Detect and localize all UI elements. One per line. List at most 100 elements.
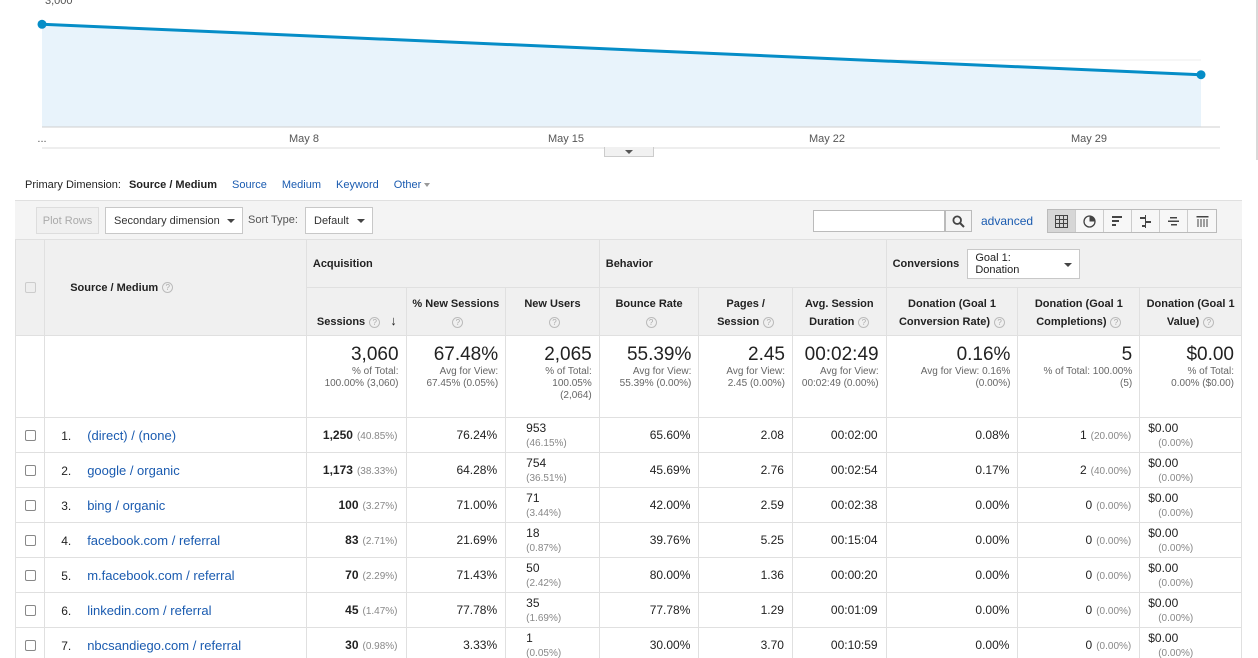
col-sessions[interactable]: Sessions? ↓ bbox=[306, 288, 406, 336]
totals-cell: 0.16% Avg for View: 0.16% (0.00%) bbox=[886, 336, 1018, 418]
row-value: $0.00 (0.00%) bbox=[1140, 453, 1242, 488]
help-icon[interactable]: ? bbox=[1110, 317, 1121, 328]
row-completions: 0 (0.00%) bbox=[1018, 628, 1140, 658]
row-index: 1. bbox=[45, 429, 87, 443]
help-icon[interactable]: ? bbox=[549, 317, 560, 328]
row-index: 3. bbox=[45, 499, 87, 513]
value-pct: (0.00%) bbox=[1148, 578, 1193, 589]
total-value: 2.45 bbox=[703, 344, 785, 366]
caret-down-icon bbox=[227, 219, 235, 223]
completions-value: 0 bbox=[1086, 533, 1093, 547]
row-dimension-link[interactable]: linkedin.com / referral bbox=[87, 603, 211, 618]
completions-pct: (0.00%) bbox=[1096, 571, 1131, 582]
view-table-button[interactable] bbox=[1048, 210, 1076, 232]
dimension-header-label: Source / Medium bbox=[70, 282, 158, 294]
row-checkbox[interactable] bbox=[25, 500, 36, 511]
completions-value: 1 bbox=[1080, 428, 1087, 442]
value-amount: $0.00 bbox=[1148, 526, 1188, 540]
row-dimension-link[interactable]: facebook.com / referral bbox=[87, 533, 220, 548]
sessions-pct: (1.47%) bbox=[363, 606, 398, 617]
row-pages-session: 2.59 bbox=[699, 488, 793, 523]
row-dimension-link[interactable]: google / organic bbox=[87, 463, 180, 478]
view-term-cloud-button[interactable] bbox=[1160, 210, 1188, 232]
table-row: 6. linkedin.com / referral 45 (1.47%) 77.78%… bbox=[16, 593, 1242, 628]
select-all-cell bbox=[16, 240, 45, 336]
search-button[interactable] bbox=[945, 210, 972, 232]
row-dimension-link[interactable]: bing / organic bbox=[87, 498, 165, 513]
row-dimension-link[interactable]: (direct) / (none) bbox=[87, 428, 176, 443]
value-pct: (0.00%) bbox=[1148, 438, 1193, 449]
search-icon bbox=[952, 215, 965, 228]
primary-dimension-keyword-link[interactable]: Keyword bbox=[336, 179, 379, 191]
table-search-input[interactable] bbox=[813, 210, 945, 232]
row-new-users: 50(2.42%) bbox=[506, 558, 600, 593]
col-avg-session-duration[interactable]: Avg. Session Duration? bbox=[792, 288, 886, 336]
row-select-cell bbox=[16, 418, 45, 453]
row-checkbox[interactable] bbox=[25, 605, 36, 616]
row-dimension-cell: 1. (direct) / (none) bbox=[45, 418, 307, 453]
primary-dimension-other-dropdown[interactable]: Other bbox=[394, 179, 431, 191]
total-sub-1: % of Total: bbox=[1144, 366, 1234, 378]
help-icon[interactable]: ? bbox=[763, 317, 774, 328]
view-performance-button[interactable] bbox=[1104, 210, 1132, 232]
new-users-pct: (1.69%) bbox=[526, 613, 561, 624]
value-pct: (0.00%) bbox=[1148, 508, 1193, 519]
row-avg-duration: 00:15:04 bbox=[792, 523, 886, 558]
totals-cell: 67.48% Avg for View: 67.45% (0.05%) bbox=[406, 336, 506, 418]
col-completions[interactable]: Donation (Goal 1 Completions)? bbox=[1018, 288, 1140, 336]
help-icon[interactable]: ? bbox=[1203, 317, 1214, 328]
goal-selector-dropdown[interactable]: Goal 1: Donation bbox=[967, 249, 1080, 279]
col-label-2: Value) bbox=[1167, 316, 1199, 328]
col-pages-session[interactable]: Pages / Session? bbox=[699, 288, 793, 336]
view-pivot-button[interactable] bbox=[1188, 210, 1216, 232]
row-completions: 0 (0.00%) bbox=[1018, 523, 1140, 558]
totals-cell: 2,065% of Total: 100.05% (2,064) bbox=[506, 336, 600, 418]
col-new-users[interactable]: New Users? bbox=[506, 288, 600, 336]
row-completions: 0 (0.00%) bbox=[1018, 488, 1140, 523]
advanced-filter-link[interactable]: advanced bbox=[981, 214, 1033, 228]
row-pages-session: 2.08 bbox=[699, 418, 793, 453]
secondary-dimension-dropdown[interactable]: Secondary dimension bbox=[105, 207, 243, 234]
help-icon[interactable]: ? bbox=[452, 317, 463, 328]
completions-pct: (40.00%) bbox=[1091, 466, 1132, 477]
row-dimension-link[interactable]: nbcsandiego.com / referral bbox=[87, 638, 241, 653]
table-row: 3. bing / organic 100 (3.27%) 71.00% 71(3.44%… bbox=[16, 488, 1242, 523]
primary-dimension-medium-link[interactable]: Medium bbox=[282, 179, 321, 191]
plot-rows-button[interactable]: Plot Rows bbox=[36, 207, 99, 234]
row-checkbox[interactable] bbox=[25, 640, 36, 651]
col-value[interactable]: Donation (Goal 1 Value)? bbox=[1140, 288, 1242, 336]
select-all-checkbox[interactable] bbox=[25, 282, 36, 293]
help-icon[interactable]: ? bbox=[369, 317, 380, 328]
view-comparison-button[interactable] bbox=[1132, 210, 1160, 232]
chart-collapse-handle[interactable] bbox=[604, 147, 654, 157]
view-percentage-button[interactable] bbox=[1076, 210, 1104, 232]
sort-desc-icon: ↓ bbox=[390, 313, 397, 328]
row-checkbox[interactable] bbox=[25, 570, 36, 581]
col-new-sessions[interactable]: % New Sessions? bbox=[406, 288, 506, 336]
primary-dimension-source-link[interactable]: Source bbox=[232, 179, 267, 191]
term-cloud-icon bbox=[1167, 215, 1180, 228]
completions-pct: (0.00%) bbox=[1096, 501, 1131, 512]
col-bounce-rate[interactable]: Bounce Rate? bbox=[599, 288, 699, 336]
help-icon[interactable]: ? bbox=[994, 317, 1005, 328]
row-checkbox[interactable] bbox=[25, 430, 36, 441]
sort-type-dropdown[interactable]: Default bbox=[305, 207, 373, 234]
row-select-cell bbox=[16, 628, 45, 658]
row-checkbox[interactable] bbox=[25, 465, 36, 476]
sessions-value: 30 bbox=[345, 638, 358, 652]
col-conversion-rate[interactable]: Donation (Goal 1 Conversion Rate)? bbox=[886, 288, 1018, 336]
row-pages-session: 3.70 bbox=[699, 628, 793, 658]
table-view-switcher bbox=[1047, 209, 1217, 233]
row-index: 5. bbox=[45, 569, 87, 583]
help-icon[interactable]: ? bbox=[162, 282, 173, 293]
new-users-value: 18 bbox=[526, 526, 558, 540]
row-checkbox[interactable] bbox=[25, 535, 36, 546]
x-tick-label: ... bbox=[37, 133, 46, 145]
x-tick-label: May 15 bbox=[548, 133, 584, 145]
help-icon[interactable]: ? bbox=[646, 317, 657, 328]
row-dimension-link[interactable]: m.facebook.com / referral bbox=[87, 568, 234, 583]
completions-value: 0 bbox=[1086, 498, 1093, 512]
total-sub-2: 0.00% ($0.00) bbox=[1144, 378, 1234, 390]
help-icon[interactable]: ? bbox=[858, 317, 869, 328]
